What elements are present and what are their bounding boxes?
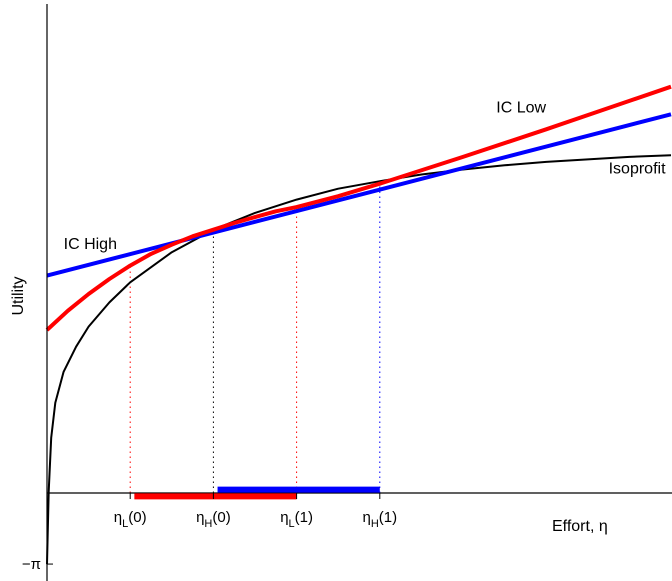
- chart-range-bars: [134, 486, 380, 500]
- x-tick-label-2: ηH(0): [196, 509, 231, 530]
- y-axis-label: Utility: [10, 276, 27, 315]
- x-tick-label-4: ηH(1): [362, 509, 397, 530]
- y-tick-label-1: −π: [22, 556, 41, 573]
- chart-annotations: IC Low Isoprofit IC High: [64, 100, 666, 253]
- x-tick-label-1: ηL(0): [114, 509, 147, 530]
- series-isoprofit: [46, 154, 672, 565]
- chart-ticks: ηL(0) ηH(0) ηL(1) ηH(1) −π: [22, 493, 397, 573]
- series-ic-low: [45, 84, 672, 332]
- series-ic-high: [46, 112, 672, 278]
- x-axis-label: Effort, η: [552, 518, 608, 535]
- chart-axes: [46, 4, 672, 581]
- x-tick-label-3: ηL(1): [280, 509, 313, 530]
- annotation-ic-low: IC Low: [496, 100, 546, 117]
- annotation-ic-high: IC High: [64, 236, 117, 253]
- annotation-isoprofit: Isoprofit: [609, 161, 666, 178]
- chart-lines: [45, 84, 672, 565]
